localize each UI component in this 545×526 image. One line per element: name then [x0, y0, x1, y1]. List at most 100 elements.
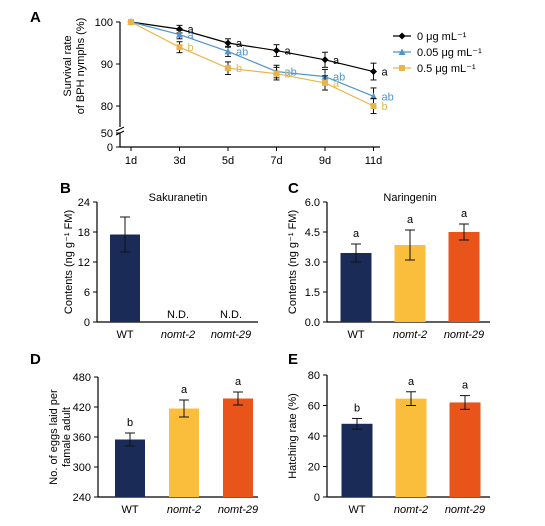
not-detected-label: N.D.: [167, 309, 189, 321]
panel-label: E: [288, 351, 298, 368]
significance-letter: a: [285, 46, 292, 58]
y-tick-label: 0: [107, 142, 113, 154]
x-tick-label: 3d: [173, 155, 185, 167]
significance-letter: b: [188, 42, 194, 54]
data-point: [176, 31, 183, 38]
y-tick-label: 6.0: [305, 197, 320, 209]
x-tick-label: nomt-2: [161, 329, 195, 341]
data-point: [128, 19, 134, 25]
panel-label: C: [288, 180, 299, 197]
bar-nomt-2: [169, 408, 199, 497]
significance-letter: a: [188, 24, 195, 36]
legend-label: 0.5 μg mL⁻¹: [417, 63, 476, 75]
significance-letter: b: [285, 69, 291, 81]
y-tick-label: 4.5: [305, 227, 320, 239]
significance-letter: a: [235, 376, 242, 388]
y-tick-label: 0: [314, 492, 320, 504]
x-tick-label: 1d: [125, 155, 137, 167]
y-tick-label: 1.5: [305, 287, 320, 299]
bar-wt: [115, 439, 145, 497]
x-tick-label: WT: [348, 504, 365, 516]
x-tick-label: nomt-29: [444, 329, 484, 341]
y-tick-label: 300: [73, 462, 91, 474]
x-tick-label: 9d: [319, 155, 331, 167]
bar-nomt-2: [395, 398, 427, 497]
legend-label: 0.05 μg mL⁻¹: [417, 47, 482, 59]
x-tick-label: 5d: [222, 155, 234, 167]
axis-break-mark: [115, 126, 125, 132]
y-axis-label: Contents (ng g⁻¹ FM): [287, 210, 299, 314]
legend-marker: [398, 48, 406, 55]
y-tick-label: 240: [73, 492, 91, 504]
panel-a: A 0 50 80 90 100 1d 3d 5d 7d 9d 11d Survival rate of …: [30, 9, 482, 167]
data-point: [322, 79, 328, 86]
x-tick-label: nomt-2: [167, 504, 201, 516]
significance-letter: a: [188, 30, 195, 42]
significance-letter: b: [236, 63, 242, 75]
panel-d: D 240 300 360 420 480 No. of eggs laid per fama…: [30, 351, 258, 516]
y-tick-label: 360: [73, 432, 91, 444]
x-tick-label: 11d: [365, 155, 383, 167]
bar-wt: [340, 253, 372, 322]
significance-letter: b: [354, 402, 360, 414]
data-point: [321, 56, 329, 64]
panel-e: E 0 20 40 60 80 Hatching rate (%) b WT a nomt-2 a no…: [287, 351, 490, 516]
data-point: [225, 65, 231, 72]
significance-letter: a: [408, 376, 415, 388]
x-tick-label: nomt-2: [394, 504, 428, 516]
legend-label: 0 μg mL⁻¹: [417, 31, 467, 43]
chart-title: Naringenin: [383, 192, 436, 204]
significance-letter: a: [407, 214, 414, 226]
y-tick-label: 18: [78, 227, 90, 239]
legend-marker: [399, 65, 405, 71]
x-tick-label: nomt-2: [393, 329, 427, 341]
y-tick-label: 90: [101, 59, 113, 71]
data-point: [273, 47, 280, 55]
bar-nomt-29: [448, 232, 480, 322]
x-tick-label: WT: [347, 329, 364, 341]
y-tick-label: 0: [84, 317, 90, 329]
significance-letter: ab: [333, 72, 345, 84]
significance-letter: b: [382, 101, 388, 113]
y-tick-label: 0.0: [305, 317, 320, 329]
data-point: [370, 68, 377, 76]
x-tick-label: 7d: [270, 155, 282, 167]
series-line: [130, 21, 374, 97]
y-tick-label: 24: [78, 197, 90, 209]
x-tick-label: nomt-29: [218, 504, 258, 516]
significance-letter: a: [461, 208, 468, 220]
y-tick-label: 60: [308, 401, 320, 413]
y-tick-label: 40: [308, 431, 320, 443]
panel-b: B 0 6 12 18 24 Sakuranetin Contents (ng g⁻¹ FM)…: [60, 180, 258, 341]
y-tick-label: 100: [95, 17, 113, 29]
y-axis-label: Contents (ng g⁻¹ FM): [63, 210, 75, 314]
data-point: [370, 103, 377, 109]
y-axis-label-line2: of BPH nymphs (%): [75, 18, 87, 115]
y-tick-label: 3.0: [305, 257, 320, 269]
panel-label: B: [60, 180, 71, 197]
bar-nomt-29: [223, 398, 253, 497]
panel-label: D: [30, 351, 41, 368]
x-tick-label: nomt-29: [445, 504, 485, 516]
data-point: [370, 92, 377, 100]
x-tick-label: WT: [116, 329, 133, 341]
chart-title: Sakuranetin: [149, 192, 208, 204]
significance-letter: a: [353, 228, 360, 240]
y-tick-label: 420: [73, 402, 91, 414]
not-detected-label: N.D.: [220, 309, 242, 321]
significance-letter: a: [382, 67, 389, 79]
bar-wt: [341, 423, 373, 497]
data-point: [224, 39, 232, 47]
significance-letter: a: [462, 380, 469, 392]
significance-letter: b: [127, 417, 133, 429]
significance-letter: ab: [236, 46, 248, 58]
y-tick-label: 80: [308, 370, 320, 382]
x-tick-label: nomt-29: [211, 329, 251, 341]
significance-letter: a: [236, 38, 243, 50]
y-tick-label: 12: [78, 257, 90, 269]
series-line: [130, 21, 374, 73]
y-axis-label: Hatching rate (%): [287, 393, 299, 479]
data-point: [224, 47, 232, 55]
significance-letter: ab: [382, 91, 394, 103]
